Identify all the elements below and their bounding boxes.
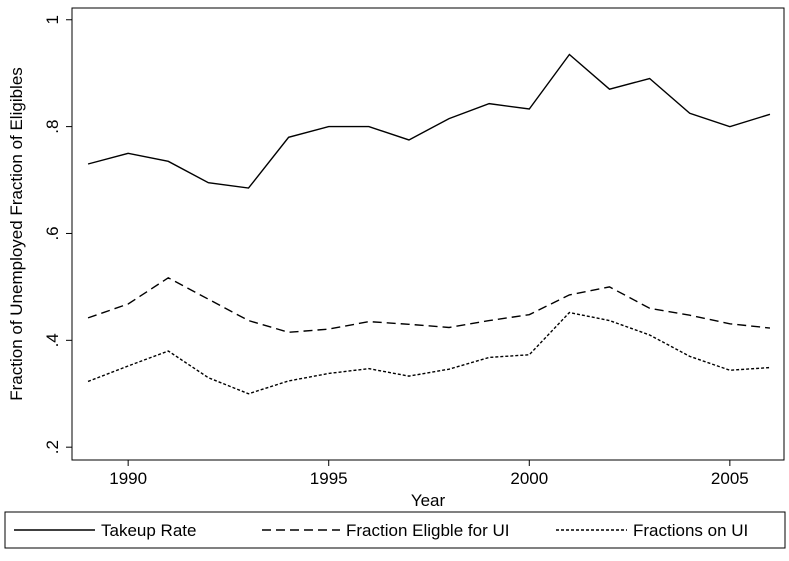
legend-label: Fraction Eligble for UI <box>346 521 509 540</box>
y-tick-label: 1 <box>43 15 62 24</box>
series-line <box>87 276 771 334</box>
x-tick-label: 2000 <box>510 469 548 488</box>
x-axis-title: Year <box>411 491 446 510</box>
legend-label: Fractions on UI <box>633 521 748 540</box>
legend-label: Takeup Rate <box>101 521 196 540</box>
legend-box <box>4 511 786 549</box>
x-tick-label: 1990 <box>109 469 147 488</box>
series-line <box>87 53 771 189</box>
y-tick-label: .4 <box>43 333 62 347</box>
plot-frame <box>71 7 785 461</box>
y-axis-title: Fraction of Unemployed Fraction of Eligi… <box>7 67 26 401</box>
x-tick-label: 1995 <box>310 469 348 488</box>
y-tick-label: .2 <box>43 440 62 454</box>
x-tick-label: 2005 <box>711 469 749 488</box>
series-line <box>87 311 771 395</box>
y-tick-label: .8 <box>43 120 62 134</box>
y-tick-label: .6 <box>43 226 62 240</box>
